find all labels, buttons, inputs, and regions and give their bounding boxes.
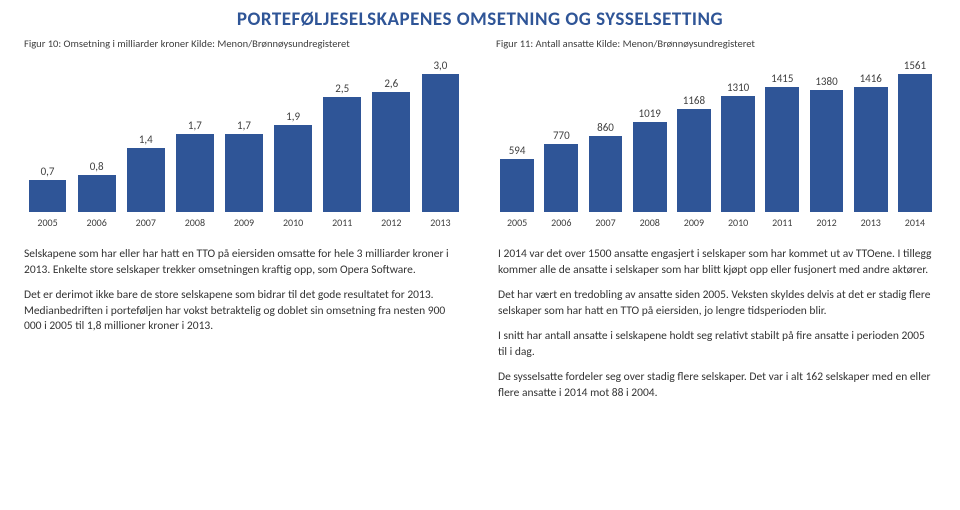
axis-label: 2012	[368, 216, 415, 229]
bar: 0,7	[24, 165, 71, 212]
body-left-column: Selskapene som har eller har hatt en TTO…	[24, 247, 462, 411]
bar-rect	[225, 134, 263, 212]
paragraph: Det er derimot ikke bare de store selska…	[24, 288, 462, 335]
bar: 0,8	[73, 160, 120, 212]
bar: 860	[584, 121, 626, 212]
axis-label: 2007	[584, 216, 626, 229]
bar: 1380	[805, 75, 847, 212]
axis-label: 2013	[417, 216, 464, 229]
paragraph: Selskapene som har eller har hatt en TTO…	[24, 247, 462, 278]
bar-rect	[854, 87, 888, 212]
bar-value-label: 1561	[904, 59, 926, 72]
chart-left-axis: 200520062007200820092010201120122013	[24, 216, 464, 229]
bar-rect	[422, 74, 460, 212]
bar-rect	[500, 159, 534, 212]
bar: 1019	[629, 107, 671, 212]
axis-label: 2012	[805, 216, 847, 229]
chart-right: Figur 11: Antall ansatte Kilde: Menon/Br…	[496, 37, 936, 229]
axis-label: 2014	[894, 216, 936, 229]
body-right-column: I 2014 var det over 1500 ansatte engasje…	[498, 247, 936, 411]
bar: 1561	[894, 59, 936, 212]
paragraph: Det har vært en tredobling av ansatte si…	[498, 288, 936, 319]
bar: 1,4	[122, 133, 169, 212]
body-text-row: Selskapene som har eller har hatt en TTO…	[24, 247, 936, 411]
paragraph: I snitt har antall ansatte i selskapene …	[498, 329, 936, 360]
axis-label: 2007	[122, 216, 169, 229]
axis-label: 2005	[496, 216, 538, 229]
axis-label: 2009	[673, 216, 715, 229]
paragraph: De sysselsatte fordeler seg over stadig …	[498, 370, 936, 401]
axis-label: 2005	[24, 216, 71, 229]
chart-left-bars: 0,7 0,8 1,4 1,7 1,7 1,9 2,5 2,6 3,0	[24, 52, 464, 212]
axis-label: 2010	[270, 216, 317, 229]
chart-right-axis: 2005200620072008200920102011201220132014	[496, 216, 936, 229]
bar-value-label: 1380	[815, 75, 837, 88]
bar-value-label: 594	[509, 144, 526, 157]
page: PORTEFØLJESELSKAPENES OMSETNING OG SYSSE…	[0, 0, 960, 510]
bar-rect	[323, 97, 361, 212]
bar: 1310	[717, 81, 759, 212]
bar: 770	[540, 129, 582, 212]
bar-rect	[544, 144, 578, 212]
bar-value-label: 1416	[860, 72, 882, 85]
bar-rect	[127, 148, 165, 212]
bar-rect	[372, 92, 410, 212]
bar: 1415	[761, 72, 803, 212]
bar-value-label: 860	[597, 121, 614, 134]
bar-value-label: 1310	[727, 81, 749, 94]
chart-right-caption: Figur 11: Antall ansatte Kilde: Menon/Br…	[496, 37, 936, 50]
bar-rect	[898, 74, 932, 212]
axis-label: 2006	[73, 216, 120, 229]
bar-rect	[78, 175, 116, 212]
bar: 2,5	[319, 82, 366, 212]
bar-value-label: 1,7	[237, 119, 251, 132]
bar-value-label: 770	[553, 129, 570, 142]
axis-label: 2008	[171, 216, 218, 229]
chart-left-caption: Figur 10: Omsetning i milliarder kroner …	[24, 37, 464, 50]
axis-label: 2011	[761, 216, 803, 229]
axis-label: 2013	[850, 216, 892, 229]
bar: 1,7	[171, 119, 218, 212]
bar: 3,0	[417, 59, 464, 212]
bar-value-label: 1,4	[139, 133, 153, 146]
chart-left: Figur 10: Omsetning i milliarder kroner …	[24, 37, 464, 229]
bar-value-label: 2,6	[384, 77, 398, 90]
bar: 1168	[673, 94, 715, 212]
bar-value-label: 1415	[771, 72, 793, 85]
bar-rect	[677, 109, 711, 212]
axis-label: 2006	[540, 216, 582, 229]
bar-rect	[810, 90, 844, 212]
paragraph: I 2014 var det over 1500 ansatte engasje…	[498, 247, 936, 278]
bar: 594	[496, 144, 538, 212]
bar-value-label: 3,0	[433, 59, 447, 72]
bar-rect	[176, 134, 214, 212]
bar: 1,7	[220, 119, 267, 212]
bar: 1,9	[270, 110, 317, 212]
axis-label: 2011	[319, 216, 366, 229]
bar-value-label: 1,9	[286, 110, 300, 123]
axis-label: 2009	[220, 216, 267, 229]
axis-label: 2008	[629, 216, 671, 229]
bar-value-label: 0,8	[90, 160, 104, 173]
bar-value-label: 1,7	[188, 119, 202, 132]
axis-label: 2010	[717, 216, 759, 229]
bar-rect	[721, 96, 755, 212]
charts-row: Figur 10: Omsetning i milliarder kroner …	[24, 37, 936, 229]
bar-value-label: 1019	[639, 107, 661, 120]
chart-right-bars: 594 770 860 1019 1168 1310 1415 1380 1416 1561	[496, 52, 936, 212]
page-title: PORTEFØLJESELSKAPENES OMSETNING OG SYSSE…	[24, 8, 936, 31]
bar: 2,6	[368, 77, 415, 212]
bar-value-label: 1168	[683, 94, 705, 107]
bar: 1416	[850, 72, 892, 212]
bar-rect	[274, 125, 312, 212]
bar-value-label: 0,7	[41, 165, 55, 178]
bar-rect	[29, 180, 67, 212]
bar-rect	[765, 87, 799, 212]
bar-rect	[633, 122, 667, 212]
bar-rect	[589, 136, 623, 212]
bar-value-label: 2,5	[335, 82, 349, 95]
